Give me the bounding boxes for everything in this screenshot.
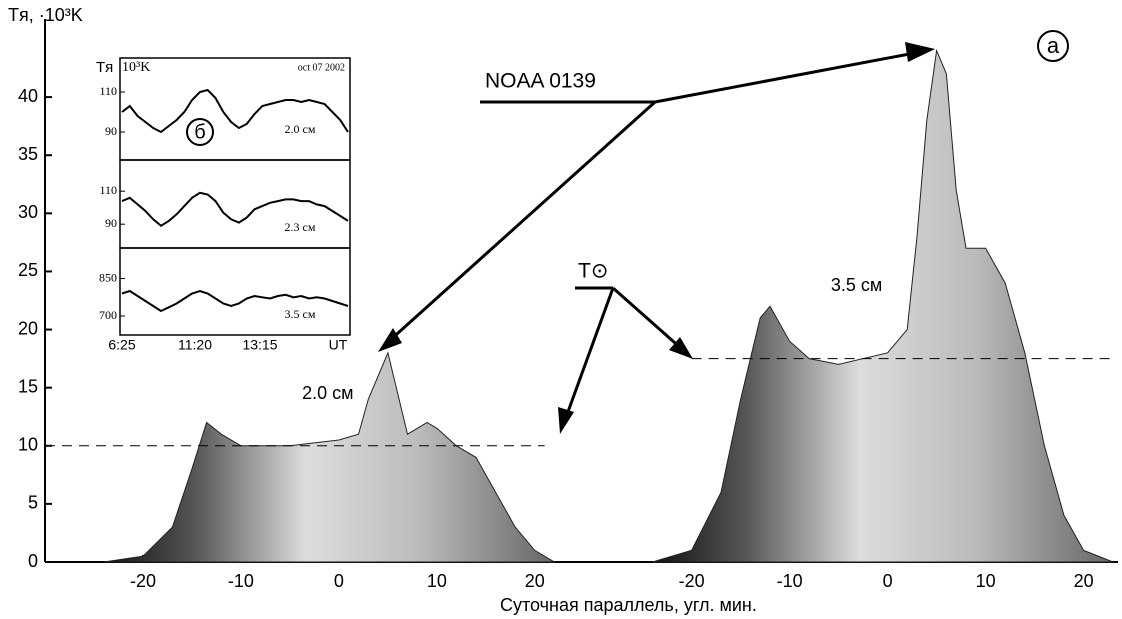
- inset-x-label: UT: [329, 337, 348, 353]
- chart: 0 5 10 15 20 25 30 35 40 -20 -10 0 10 20 2.0 см -20 -10 0…: [0, 0, 1122, 619]
- x-tick-label: 10: [976, 571, 996, 591]
- inset-x-tick-label: 6:25: [108, 337, 135, 353]
- y-tick-label: 20: [18, 318, 38, 338]
- y-tick-label: 0: [28, 551, 38, 571]
- y-axis-label: Tя, ·10³K: [8, 5, 83, 25]
- y-tick-label: 40: [18, 86, 38, 106]
- y-tick-label: 25: [18, 260, 38, 280]
- x-tick-label: -10: [777, 571, 803, 591]
- x-tick-label: -20: [130, 571, 156, 591]
- inset-background: [90, 40, 360, 360]
- wavelength-label: 3.5 см: [831, 275, 882, 295]
- inset: Tя 10³K oct 07 2002 90 110 2.0 см 90 110 2.3 см 7…: [90, 40, 360, 360]
- inset-label: б: [194, 121, 205, 143]
- inset-y-tick-label: 90: [105, 124, 117, 138]
- annotation: NOAA 0139: [485, 70, 596, 93]
- inset-y-unit: 10³K: [122, 60, 150, 75]
- inset-y-label: Tя: [96, 59, 113, 76]
- x-tick-label: -20: [679, 571, 705, 591]
- annotation: T⊙: [578, 260, 608, 283]
- x-tick-label: 20: [1074, 571, 1094, 591]
- y-tick-label: 35: [18, 144, 38, 164]
- inset-series-label: 3.5 см: [285, 307, 316, 321]
- inset-series-label: 2.0 см: [285, 122, 316, 136]
- y-tick-label: 15: [18, 376, 38, 396]
- x-tick-label: 20: [525, 571, 545, 591]
- surface: [652, 51, 1113, 562]
- wavelength-label: 2.0 см: [302, 383, 353, 403]
- inset-y-tick-label: 850: [99, 270, 117, 284]
- inset-x-tick-label: 13:15: [242, 337, 277, 353]
- y-tick-label: 10: [18, 435, 38, 455]
- inset-date: oct 07 2002: [298, 62, 345, 73]
- x-tick-label: 10: [427, 571, 447, 591]
- y-tick-label: 30: [18, 202, 38, 222]
- x-axis-label: Суточная параллель, угл. мин.: [500, 595, 757, 615]
- x-tick-label: -10: [228, 571, 254, 591]
- panel-label: а: [1047, 33, 1060, 58]
- inset-y-tick-label: 110: [99, 84, 117, 98]
- inset-x-tick-label: 11:20: [178, 337, 212, 353]
- inset-y-tick-label: 90: [105, 216, 117, 230]
- inset-y-tick-label: 700: [99, 308, 117, 322]
- x-tick-label: 0: [334, 571, 344, 591]
- inset-y-tick-label: 110: [99, 183, 117, 197]
- x-tick-label: 0: [883, 571, 893, 591]
- inset-series-label: 2.3 см: [285, 220, 316, 234]
- y-tick-label: 5: [28, 493, 38, 513]
